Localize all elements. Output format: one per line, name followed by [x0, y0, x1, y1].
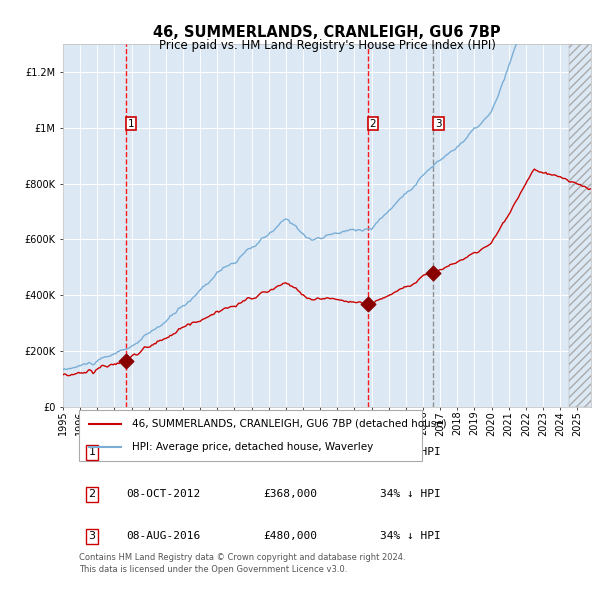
Text: Price paid vs. HM Land Registry's House Price Index (HPI): Price paid vs. HM Land Registry's House … — [158, 39, 496, 52]
Text: 04-SEP-1998: 04-SEP-1998 — [127, 447, 200, 457]
Text: £368,000: £368,000 — [263, 489, 317, 499]
Text: £480,000: £480,000 — [263, 532, 317, 542]
Text: 34% ↓ HPI: 34% ↓ HPI — [380, 489, 440, 499]
Text: This data is licensed under the Open Government Licence v3.0.: This data is licensed under the Open Gov… — [79, 565, 347, 573]
Text: 3: 3 — [436, 119, 442, 129]
Text: 2: 2 — [370, 119, 376, 129]
Text: 1: 1 — [128, 119, 134, 129]
Point — [428, 268, 438, 277]
Point — [363, 299, 373, 309]
Text: 3: 3 — [89, 532, 95, 542]
Text: HPI: Average price, detached house, Waverley: HPI: Average price, detached house, Wave… — [131, 442, 373, 452]
Text: 08-OCT-2012: 08-OCT-2012 — [127, 489, 200, 499]
Text: 1: 1 — [89, 447, 95, 457]
Bar — [569, 44, 595, 407]
Text: 2: 2 — [88, 489, 95, 499]
Text: 28% ↓ HPI: 28% ↓ HPI — [380, 447, 440, 457]
Text: 46, SUMMERLANDS, CRANLEIGH, GU6 7BP: 46, SUMMERLANDS, CRANLEIGH, GU6 7BP — [153, 25, 501, 40]
Text: 08-AUG-2016: 08-AUG-2016 — [127, 532, 200, 542]
Text: Contains HM Land Registry data © Crown copyright and database right 2024.: Contains HM Land Registry data © Crown c… — [79, 553, 406, 562]
FancyBboxPatch shape — [79, 410, 422, 461]
Point — [121, 356, 131, 365]
Text: 46, SUMMERLANDS, CRANLEIGH, GU6 7BP (detached house): 46, SUMMERLANDS, CRANLEIGH, GU6 7BP (det… — [131, 418, 446, 428]
Text: 34% ↓ HPI: 34% ↓ HPI — [380, 532, 440, 542]
Text: £165,000: £165,000 — [263, 447, 317, 457]
